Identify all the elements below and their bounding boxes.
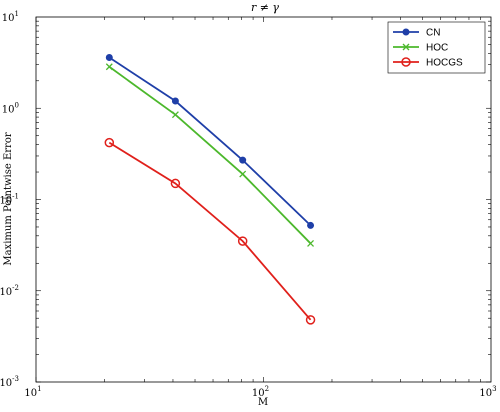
marker-stroke — [105, 63, 113, 71]
x-axis-label: M — [258, 397, 268, 408]
legend-marker — [402, 28, 410, 36]
series-hoc — [105, 63, 315, 247]
series-line-hoc — [108, 66, 312, 245]
data-point-hoc — [105, 63, 113, 71]
legend: CN HOC HOCGS — [387, 21, 486, 74]
x-tick-label: 101 — [24, 385, 41, 399]
marker-stroke — [307, 239, 315, 247]
y-tick-label: 10-3 — [0, 375, 19, 389]
legend-entry-cn: CN — [393, 28, 440, 39]
legend-label: HOCGS — [426, 58, 463, 69]
tick-labels: 101 102 103 10-3 10-2 10-1 100 101 — [0, 10, 497, 399]
x-tick-label: 102 — [252, 385, 269, 399]
marker-stroke — [171, 111, 179, 119]
y-tick-label: 100 — [2, 101, 19, 115]
data-point-cn — [171, 97, 179, 105]
data-point-hoc — [239, 170, 247, 178]
series-line-cn — [108, 56, 312, 227]
series-layer — [104, 53, 316, 325]
marker-stroke — [402, 43, 410, 51]
y-tick-label: 10-1 — [0, 193, 19, 207]
data-point-hocgs — [237, 236, 248, 246]
x-tick-label: 103 — [479, 385, 496, 399]
y-tick-label: 101 — [2, 10, 19, 24]
legend-marker — [402, 43, 410, 51]
y-axis-label: Maximum Pointwise Error — [3, 132, 14, 265]
marker-stroke — [239, 170, 247, 178]
series-line-hocgs — [108, 141, 312, 321]
data-point-cn — [307, 221, 315, 229]
data-point-hocgs — [305, 315, 316, 325]
chart-title: r ≠ γ — [251, 1, 279, 14]
legend-entry-hocgs: HOCGS — [393, 57, 463, 69]
axis-ticks — [35, 17, 491, 383]
data-point-hocgs — [104, 137, 115, 148]
legend-label: HOC — [426, 43, 448, 54]
data-point-hocgs — [170, 178, 181, 189]
data-point-hoc — [171, 111, 179, 119]
series-cn — [105, 53, 315, 229]
legend-marker — [401, 57, 411, 67]
y-tick-label: 10-2 — [0, 284, 19, 298]
data-point-hoc — [307, 239, 315, 247]
data-point-cn — [239, 156, 247, 164]
data-point-cn — [105, 53, 113, 61]
legend-entry-hoc: HOC — [393, 43, 448, 54]
series-hocgs — [104, 137, 316, 325]
legend-label: CN — [426, 28, 440, 39]
